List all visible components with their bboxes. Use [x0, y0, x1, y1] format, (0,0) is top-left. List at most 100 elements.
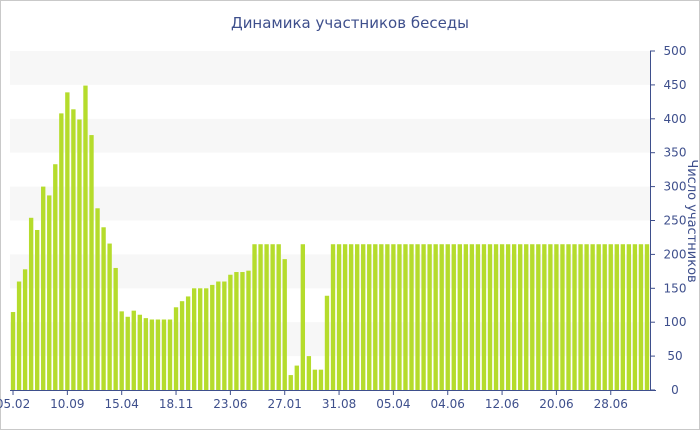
- bar: [318, 369, 324, 390]
- bar: [10, 312, 16, 390]
- bar: [161, 319, 167, 390]
- grid-band: [10, 118, 650, 153]
- bar: [107, 243, 112, 390]
- bar: [173, 307, 179, 390]
- bar: [28, 217, 34, 390]
- x-tick-label: 15.04: [105, 397, 139, 411]
- bar: [385, 244, 390, 390]
- bar: [373, 244, 378, 390]
- bar: [294, 365, 299, 390]
- y-tick-label: 350: [664, 146, 687, 160]
- bar: [240, 272, 245, 390]
- bar: [457, 244, 462, 390]
- bar: [312, 369, 318, 390]
- bar: [125, 316, 130, 390]
- bar: [77, 119, 82, 390]
- bar: [367, 244, 372, 390]
- bar: [524, 244, 529, 390]
- bar: [53, 164, 58, 390]
- bar: [342, 244, 348, 390]
- bar: [276, 244, 281, 390]
- bar: [361, 244, 366, 390]
- bar: [16, 281, 22, 390]
- bar: [463, 244, 469, 390]
- bar: [264, 244, 269, 390]
- bar: [270, 244, 275, 390]
- bar: [167, 319, 173, 390]
- bar: [59, 113, 64, 390]
- bar: [632, 244, 638, 390]
- bar: [475, 244, 481, 390]
- bar: [131, 310, 136, 390]
- bar: [511, 244, 517, 390]
- chart-title: Динамика участников беседы: [230, 14, 470, 32]
- bar: [191, 288, 197, 390]
- x-tick-label: 18.11: [159, 397, 193, 411]
- y-tick-label: 300: [664, 180, 687, 194]
- bar: [518, 244, 523, 390]
- grid-band: [10, 322, 650, 357]
- bar: [499, 244, 505, 390]
- bar: [288, 375, 293, 390]
- bar: [379, 244, 384, 390]
- bar: [330, 244, 336, 390]
- x-tick-label: 27.01: [268, 397, 302, 411]
- bar: [445, 244, 450, 390]
- bar: [300, 244, 306, 390]
- bar: [119, 311, 124, 390]
- y-tick-label: 50: [667, 349, 682, 363]
- bar: [282, 259, 287, 390]
- bar: [65, 92, 70, 391]
- bar: [155, 319, 161, 390]
- bar: [415, 244, 420, 390]
- bar: [487, 244, 493, 390]
- x-tick-labels: 05.02 10.09 15.04 18.11 23.06 27.01 31.08 05.04…: [0, 397, 628, 411]
- bar: [542, 244, 547, 390]
- bar: [71, 109, 76, 390]
- grid-band: [10, 254, 650, 289]
- bar: [469, 244, 475, 390]
- y-tick-label: 500: [664, 44, 687, 58]
- bar: [427, 244, 432, 390]
- bar: [348, 244, 354, 390]
- bar: [421, 244, 426, 390]
- bar: [179, 301, 185, 390]
- bar: [596, 244, 601, 390]
- bar: [397, 244, 402, 390]
- bar: [548, 244, 553, 390]
- bar: [324, 295, 330, 390]
- bar: [216, 281, 221, 390]
- bar: [198, 288, 203, 390]
- bar: [493, 244, 499, 390]
- bar: [403, 244, 408, 390]
- bar: [626, 244, 632, 390]
- bar: [222, 281, 227, 390]
- y-tick-labels: 0 50 100 150 200 250 300 350 400 450 500: [664, 44, 687, 397]
- bar: [391, 244, 396, 390]
- bar: [228, 274, 233, 390]
- bar: [35, 229, 40, 390]
- x-tick-label: 12.06: [485, 397, 519, 411]
- bar: [620, 244, 626, 390]
- grid-band: [10, 186, 650, 221]
- bar: [355, 244, 360, 390]
- bar: [306, 356, 312, 390]
- bar: [258, 244, 263, 390]
- y-tick-label: 450: [664, 78, 687, 92]
- bar: [644, 244, 650, 390]
- bar: [47, 195, 52, 390]
- bar: [554, 244, 559, 390]
- bar: [143, 318, 149, 390]
- grid-bands: [10, 51, 650, 357]
- x-tick-label: 10.09: [50, 397, 84, 411]
- bars: [10, 85, 650, 391]
- bar: [22, 269, 28, 390]
- y-tick-label: 200: [664, 247, 687, 261]
- bar: [113, 267, 118, 390]
- y-tick-label: 0: [671, 383, 679, 397]
- bar: [246, 270, 251, 390]
- bar: [560, 244, 565, 390]
- y-tick-label: 250: [664, 214, 687, 228]
- bar: [101, 227, 106, 390]
